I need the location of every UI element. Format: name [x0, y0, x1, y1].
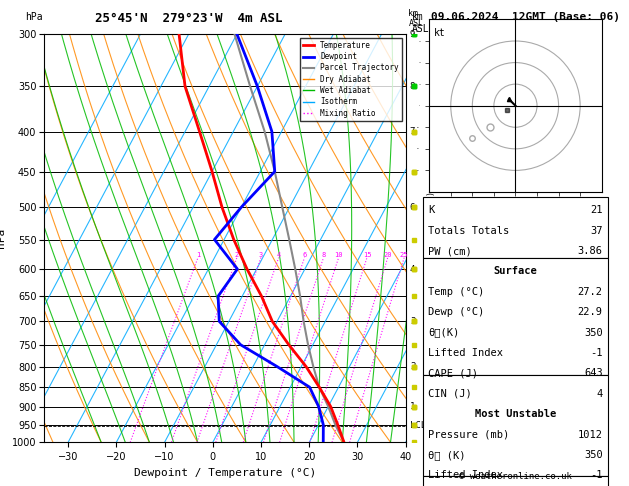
Text: © weatheronline.co.uk: © weatheronline.co.uk — [459, 472, 572, 481]
Text: Dewp (°C): Dewp (°C) — [428, 307, 484, 317]
Text: 21: 21 — [590, 205, 603, 215]
Text: 1012: 1012 — [577, 430, 603, 440]
Text: 3.86: 3.86 — [577, 246, 603, 256]
Text: 9: 9 — [410, 30, 415, 38]
Text: 3: 3 — [410, 317, 415, 326]
Y-axis label: hPa: hPa — [0, 228, 6, 248]
Text: -1: -1 — [590, 348, 603, 358]
Text: 8: 8 — [410, 82, 415, 91]
Text: K: K — [428, 205, 435, 215]
Text: Mixing Ratio (g/kg): Mixing Ratio (g/kg) — [426, 191, 435, 286]
Text: 20: 20 — [384, 252, 392, 258]
Text: 4: 4 — [410, 264, 415, 274]
Text: CAPE (J): CAPE (J) — [428, 368, 478, 379]
Text: 09.06.2024  12GMT (Base: 06): 09.06.2024 12GMT (Base: 06) — [431, 12, 620, 22]
Text: Most Unstable: Most Unstable — [475, 409, 556, 419]
Text: 1: 1 — [196, 252, 200, 258]
Text: 2: 2 — [235, 252, 239, 258]
Text: Pressure (mb): Pressure (mb) — [428, 430, 509, 440]
Text: 6: 6 — [410, 203, 415, 212]
Text: 2: 2 — [410, 362, 415, 371]
Text: Lifted Index: Lifted Index — [428, 470, 503, 481]
Text: 350: 350 — [584, 328, 603, 338]
Text: LCL: LCL — [410, 421, 426, 430]
Text: θᴄ (K): θᴄ (K) — [428, 450, 465, 460]
Text: -1: -1 — [590, 470, 603, 481]
Text: 25°45'N  279°23'W  4m ASL: 25°45'N 279°23'W 4m ASL — [95, 12, 282, 25]
Text: 350: 350 — [584, 450, 603, 460]
Text: 1: 1 — [410, 402, 415, 411]
Text: 27.2: 27.2 — [577, 287, 603, 297]
Text: 8: 8 — [321, 252, 326, 258]
Text: 643: 643 — [584, 368, 603, 379]
Text: 10: 10 — [335, 252, 343, 258]
Bar — [423, 476, 608, 486]
Text: hPa: hPa — [25, 12, 43, 22]
Text: 25: 25 — [400, 252, 408, 258]
Text: 22.9: 22.9 — [577, 307, 603, 317]
Text: Totals Totals: Totals Totals — [428, 226, 509, 236]
Text: Lifted Index: Lifted Index — [428, 348, 503, 358]
Text: Temp (°C): Temp (°C) — [428, 287, 484, 297]
Text: km
ASL: km ASL — [412, 12, 430, 34]
Bar — [423, 197, 608, 258]
Text: CIN (J): CIN (J) — [428, 389, 472, 399]
Text: θᴄ(K): θᴄ(K) — [428, 328, 460, 338]
Text: 15: 15 — [363, 252, 371, 258]
Text: km
ASL: km ASL — [408, 9, 423, 29]
Bar — [423, 258, 608, 375]
Text: Surface: Surface — [494, 266, 537, 277]
Text: 4: 4 — [277, 252, 281, 258]
Text: 6: 6 — [303, 252, 307, 258]
X-axis label: Dewpoint / Temperature (°C): Dewpoint / Temperature (°C) — [134, 468, 316, 478]
Legend: Temperature, Dewpoint, Parcel Trajectory, Dry Adiabat, Wet Adiabat, Isotherm, Mi: Temperature, Dewpoint, Parcel Trajectory… — [299, 38, 402, 121]
Text: 37: 37 — [590, 226, 603, 236]
Text: kt: kt — [433, 28, 445, 38]
Text: PW (cm): PW (cm) — [428, 246, 472, 256]
Text: 3: 3 — [259, 252, 263, 258]
Bar — [423, 375, 608, 476]
Text: 4: 4 — [596, 389, 603, 399]
Text: 7: 7 — [410, 127, 415, 136]
